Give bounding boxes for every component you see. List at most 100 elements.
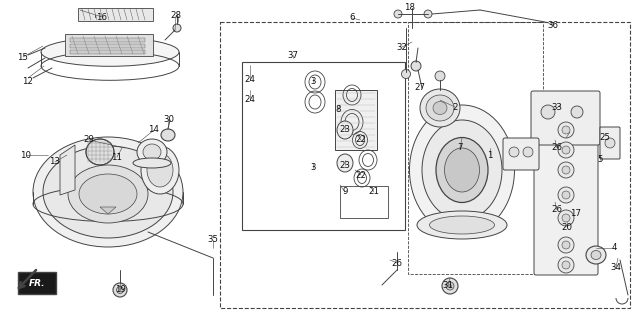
Circle shape [558, 210, 574, 226]
Text: 6: 6 [349, 13, 355, 22]
Circle shape [562, 241, 570, 249]
Circle shape [562, 166, 570, 174]
Text: 18: 18 [404, 4, 415, 12]
Text: 22: 22 [355, 171, 367, 180]
Text: 22: 22 [355, 135, 367, 145]
Text: 20: 20 [561, 223, 573, 233]
Ellipse shape [417, 211, 507, 239]
Ellipse shape [79, 174, 137, 214]
Text: 2: 2 [452, 102, 458, 111]
Circle shape [562, 146, 570, 154]
Circle shape [523, 147, 533, 157]
FancyBboxPatch shape [600, 127, 620, 159]
Text: 19: 19 [115, 285, 125, 294]
Bar [65, 34, 153, 56]
Ellipse shape [43, 146, 173, 238]
Ellipse shape [426, 95, 454, 121]
Ellipse shape [586, 246, 606, 264]
Circle shape [173, 24, 181, 32]
Circle shape [558, 187, 574, 203]
Polygon shape [60, 145, 75, 195]
Text: 24: 24 [244, 76, 255, 84]
Text: FR.: FR. [29, 278, 45, 287]
Ellipse shape [571, 106, 583, 118]
Text: 11: 11 [111, 153, 122, 162]
Text: 14: 14 [148, 125, 159, 134]
Bar [70, 38, 145, 42]
Polygon shape [100, 207, 116, 214]
Text: 21: 21 [369, 188, 380, 196]
Text: 12: 12 [22, 77, 33, 86]
Text: 32: 32 [397, 43, 408, 52]
Ellipse shape [422, 120, 502, 220]
Ellipse shape [541, 105, 555, 119]
Text: 31: 31 [442, 281, 454, 290]
Text: 9: 9 [342, 188, 348, 196]
Circle shape [562, 126, 570, 134]
Bar [242, 62, 405, 230]
Bar [70, 44, 145, 47]
Circle shape [562, 261, 570, 269]
Bar [18, 272, 56, 294]
Text: 26: 26 [552, 205, 563, 214]
Text: 30: 30 [163, 116, 175, 124]
Circle shape [401, 69, 410, 78]
Circle shape [449, 284, 451, 287]
Ellipse shape [445, 148, 479, 192]
Ellipse shape [33, 137, 183, 247]
Text: 26: 26 [392, 259, 403, 268]
Ellipse shape [147, 153, 173, 187]
Text: 27: 27 [415, 83, 426, 92]
Ellipse shape [436, 138, 488, 203]
Text: 16: 16 [97, 12, 108, 21]
Text: 13: 13 [49, 157, 61, 166]
Text: 17: 17 [570, 210, 582, 219]
Ellipse shape [429, 216, 495, 234]
Circle shape [558, 162, 574, 178]
Text: 5: 5 [597, 156, 603, 164]
Text: 3: 3 [310, 164, 316, 172]
Ellipse shape [41, 38, 179, 66]
Circle shape [424, 10, 432, 18]
FancyBboxPatch shape [534, 103, 598, 275]
Ellipse shape [141, 146, 179, 194]
Circle shape [562, 191, 570, 199]
Circle shape [116, 286, 124, 293]
Circle shape [435, 71, 445, 81]
Text: 36: 36 [547, 20, 559, 29]
Circle shape [558, 142, 574, 158]
Text: 23: 23 [339, 125, 351, 134]
Text: 24: 24 [244, 95, 255, 105]
Circle shape [558, 122, 574, 138]
Ellipse shape [137, 139, 167, 165]
Text: 15: 15 [17, 52, 29, 61]
Text: 37: 37 [287, 51, 298, 60]
Text: 3: 3 [310, 77, 316, 86]
Text: 26: 26 [552, 143, 563, 153]
Ellipse shape [161, 129, 175, 141]
Ellipse shape [143, 144, 161, 160]
Circle shape [113, 283, 127, 297]
Ellipse shape [337, 154, 353, 172]
Circle shape [605, 138, 615, 148]
Text: 4: 4 [611, 244, 617, 252]
Bar [335, 90, 377, 150]
FancyBboxPatch shape [503, 138, 539, 170]
Bar [408, 22, 543, 274]
Text: 8: 8 [335, 106, 340, 115]
Circle shape [446, 282, 454, 290]
Circle shape [509, 147, 519, 157]
Text: 33: 33 [552, 103, 563, 113]
Bar [78, 8, 153, 21]
FancyBboxPatch shape [531, 91, 600, 145]
Ellipse shape [133, 158, 171, 168]
Bar [340, 186, 388, 218]
Ellipse shape [433, 101, 447, 115]
Ellipse shape [86, 139, 114, 165]
Ellipse shape [410, 105, 515, 235]
Bar [70, 50, 145, 53]
Text: 35: 35 [207, 236, 218, 244]
Text: 29: 29 [84, 135, 95, 145]
Circle shape [394, 10, 402, 18]
Text: 34: 34 [611, 262, 621, 271]
